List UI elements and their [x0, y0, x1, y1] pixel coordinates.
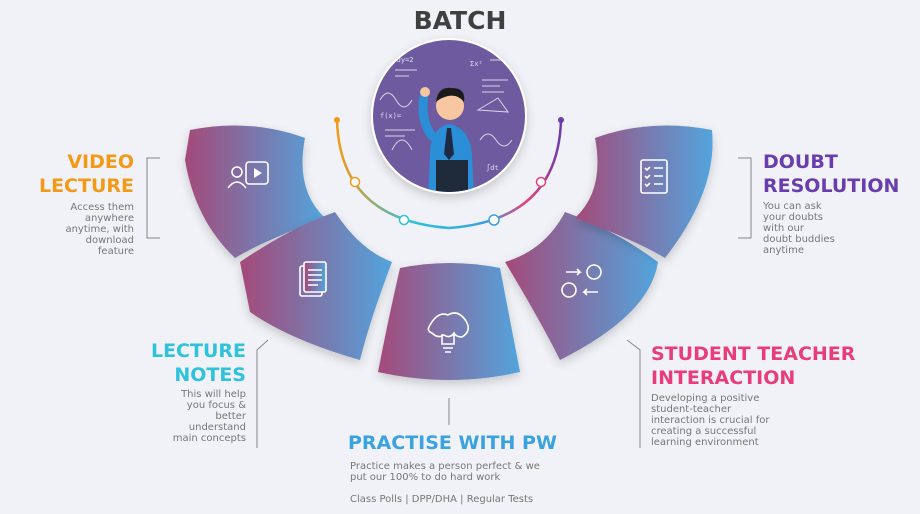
arc-dot: [349, 176, 361, 188]
video-lecture-title-line: VIDEO: [67, 151, 134, 173]
interaction-title-line: STUDENT TEACHER: [651, 343, 856, 365]
brain-lightbulb-icon: [427, 312, 470, 353]
practise-desc: Practice makes a person perfect & we put…: [350, 461, 610, 483]
video-lecture-title: VIDEO LECTURE: [20, 150, 134, 198]
interaction-desc-line: Developing a positive: [651, 393, 760, 404]
lecture-notes-desc: This will help you focus & better unders…: [146, 389, 246, 444]
doubt-desc-line: You can ask: [763, 201, 822, 212]
segment-doubt-resolution: [575, 125, 713, 258]
doubt-desc-line: your doubts: [763, 212, 823, 223]
doubt-desc-line: anytime: [763, 245, 804, 256]
practise-footer: Class Polls | DPP/DHA | Regular Tests: [350, 494, 534, 505]
leader-line-notes: [256, 339, 269, 448]
lecture-notes-desc-line: understand: [188, 422, 246, 433]
doubt-title: DOUBT RESOLUTION: [763, 150, 913, 198]
lecture-notes-title-line: LECTURE: [150, 340, 246, 362]
video-lecture-icon: [227, 161, 269, 189]
arc-dot: [398, 214, 410, 226]
doubt-title-line: RESOLUTION: [763, 175, 900, 197]
interaction-title: STUDENT TEACHER INTERACTION: [651, 342, 911, 390]
video-lecture-desc-line: anywhere: [84, 213, 134, 224]
doubt-title-line: DOUBT: [763, 151, 838, 173]
video-lecture-desc-line: Access them: [70, 202, 134, 213]
teacher-at-board-illustration: dx/dy=2 Σx² f(x)= ∫dt ∞: [371, 38, 527, 194]
arc-dot: [334, 117, 340, 123]
arc-dot: [535, 176, 547, 188]
user-exchange-icon: [561, 264, 602, 298]
doubt-desc-line: with our: [763, 223, 804, 234]
interaction-title-line: INTERACTION: [651, 367, 796, 389]
practise-desc-line: Practice makes a person perfect & we: [350, 461, 540, 472]
svg-text:∫dt: ∫dt: [486, 163, 499, 172]
practise-title: PRACTISE WITH PW: [348, 432, 557, 454]
interaction-desc-line: creating a successful: [651, 426, 757, 437]
svg-text:dx/dy=2: dx/dy=2: [384, 56, 414, 64]
lecture-notes-desc-line: you focus &: [186, 400, 246, 411]
interaction-desc: Developing a positive student-teacher in…: [651, 393, 831, 448]
connector-arc: [335, 119, 563, 230]
video-lecture-desc-line: anytime, with: [65, 224, 134, 235]
doubt-desc: You can ask your doubts with our doubt b…: [763, 201, 883, 256]
segment-video-lecture: [185, 125, 325, 258]
page-title: BATCH: [413, 6, 507, 35]
practise-desc-line: put our 100% to do hard work: [350, 472, 501, 483]
checklist-icon: [640, 159, 668, 194]
lecture-notes-desc-line: main concepts: [172, 433, 246, 444]
leader-line-video: [146, 157, 160, 239]
svg-text:f(x)=: f(x)=: [380, 112, 401, 120]
svg-text:Σx²: Σx²: [470, 60, 483, 68]
lecture-notes-title: LECTURE NOTES: [120, 339, 246, 387]
leader-line-interaction: [626, 339, 641, 448]
video-lecture-desc-line: download: [85, 235, 134, 246]
interaction-desc-line: student-teacher: [651, 404, 732, 415]
lecture-notes-desc-line: better: [215, 411, 246, 422]
doubt-desc-line: doubt buddies: [763, 234, 835, 245]
lecture-notes-title-line: NOTES: [174, 364, 246, 386]
video-lecture-desc-line: feature: [97, 246, 134, 257]
video-lecture-desc: Access them anywhere anytime, with downl…: [34, 202, 134, 257]
segment-practise: [378, 263, 520, 380]
arc-dot: [488, 214, 500, 226]
leader-line-doubt: [738, 157, 752, 239]
interaction-desc-line: learning environment: [651, 437, 759, 448]
video-lecture-title-line: LECTURE: [38, 175, 134, 197]
arc-dot: [558, 117, 564, 123]
segment-interaction: [505, 212, 658, 360]
notes-document-icon: [299, 261, 327, 297]
interaction-desc-line: interaction is crucial for: [651, 415, 770, 426]
lecture-notes-desc-line: This will help: [181, 389, 246, 400]
svg-text:∞: ∞: [384, 170, 388, 178]
